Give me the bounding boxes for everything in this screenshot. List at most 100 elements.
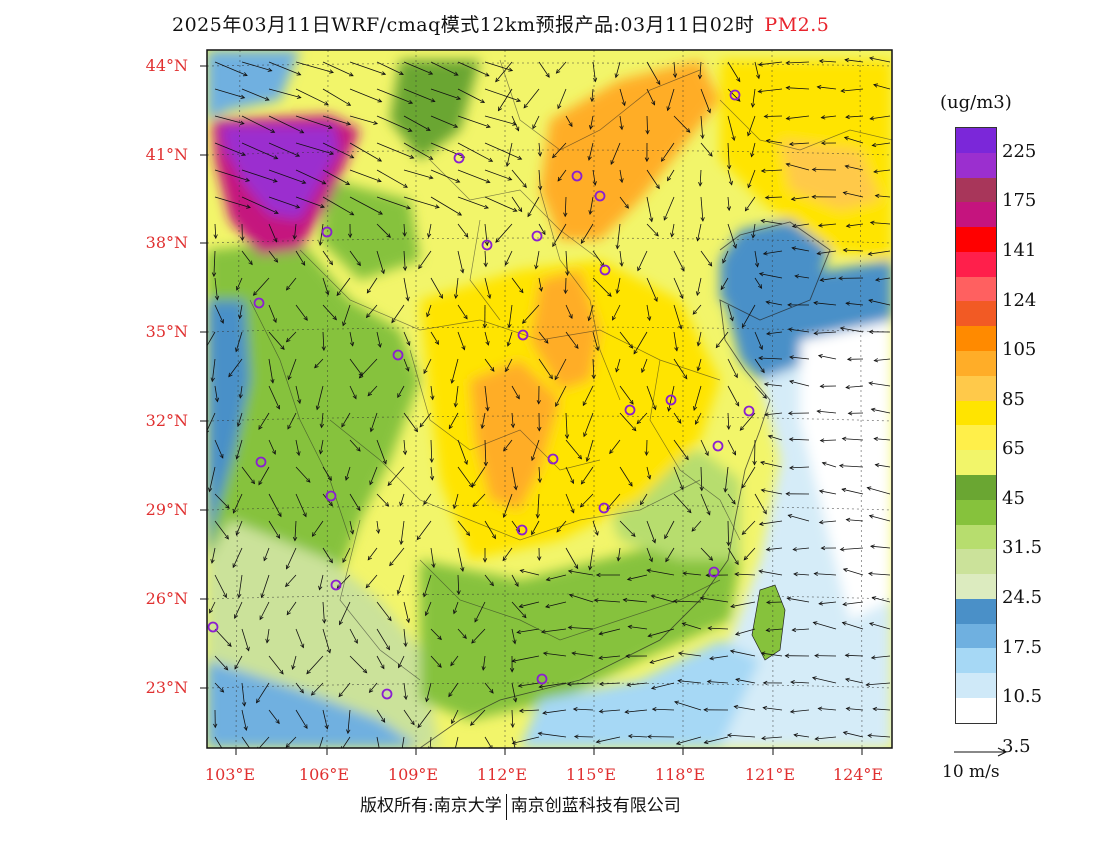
- wind-arrow-head: [472, 502, 478, 508]
- map-frame: [206, 49, 893, 749]
- wind-arrow-head: [324, 101, 329, 106]
- wind-arrow: [727, 412, 730, 430]
- wind-arrow: [498, 88, 513, 111]
- wind-arrow: [457, 547, 464, 572]
- wind-arrow: [214, 196, 251, 208]
- wind-arrow: [722, 250, 729, 264]
- wind-arrow: [541, 628, 567, 633]
- wind-arrow-head: [485, 341, 490, 346]
- wind-arrow: [457, 196, 489, 209]
- wind-arrow-head: [207, 430, 210, 433]
- wind-arrow-head: [567, 569, 573, 574]
- wind-arrow-head: [303, 724, 308, 730]
- wind-arrow: [345, 466, 351, 481]
- wind-arrow: [619, 385, 634, 405]
- wind-arrow: [214, 88, 245, 99]
- wind-arrow-head: [628, 481, 633, 487]
- wind-arrow-head: [538, 287, 543, 292]
- wind-arrow-head: [758, 272, 764, 277]
- wind-arrow: [592, 520, 599, 536]
- wind-arrow: [673, 304, 682, 329]
- lon-label: 121°E: [744, 765, 796, 784]
- wind-arrow: [214, 385, 218, 402]
- wind-arrow-head: [482, 323, 488, 329]
- wind-arrow-head: [224, 754, 227, 758]
- city-marker: [547, 453, 559, 465]
- title-pollutant: PM2.5: [764, 14, 830, 36]
- wind-arrow: [403, 331, 410, 346]
- wind-arrow: [628, 626, 648, 630]
- wind-arrow: [295, 628, 304, 648]
- wind-arrow-head: [637, 266, 642, 272]
- wind-arrow: [349, 358, 363, 377]
- wind-arrow: [268, 709, 280, 724]
- wind-arrow: [720, 277, 729, 290]
- wind-arrow: [766, 331, 783, 335]
- wind-arrow: [715, 331, 729, 348]
- wind-arrow-head: [463, 314, 468, 320]
- lon-label: 106°E: [298, 765, 350, 784]
- wind-arrow-head: [329, 69, 334, 74]
- wind-arrow-head: [674, 346, 679, 352]
- wind-arrow-head: [272, 178, 278, 183]
- wind-arrow: [565, 466, 574, 484]
- wind-arrow: [403, 709, 415, 725]
- wind-arrow-head: [785, 491, 790, 497]
- wind-arrow: [338, 682, 351, 697]
- wind-arrow-head: [532, 124, 537, 130]
- wind-arrow-head: [844, 58, 850, 63]
- wind-arrow-head: [792, 547, 798, 552]
- wind-arrow: [268, 169, 306, 184]
- wind-arrow-head: [315, 755, 318, 759]
- wind-arrow: [376, 709, 386, 723]
- wind-arrow: [704, 736, 729, 744]
- wind-arrow-head: [871, 596, 877, 601]
- wind-arrow: [625, 709, 648, 713]
- wind-arrow: [574, 736, 594, 738]
- wind-arrow-head: [399, 501, 404, 507]
- wind-arrow: [268, 304, 277, 323]
- wind-arrow-head: [844, 164, 850, 169]
- wind-arrow-head: [302, 512, 307, 518]
- wind-arrow: [707, 681, 729, 684]
- northwest-purple-zone: [220, 125, 340, 220]
- wind-arrow-head: [555, 402, 560, 408]
- wind-arrow: [259, 601, 270, 620]
- wind-arrow-head: [502, 513, 507, 519]
- wind-arrow-head: [384, 502, 390, 507]
- wind-arrow: [845, 59, 864, 63]
- title-main: 2025年03月11日WRF/cmaq模式12km预报产品:03月11日02时: [172, 14, 755, 36]
- wind-arrow: [349, 61, 386, 75]
- wind-arrow: [842, 488, 864, 495]
- wind-arrow: [455, 736, 459, 748]
- wind-arrow: [766, 601, 783, 603]
- wind-arrow: [258, 736, 270, 748]
- wind-arrow: [457, 115, 491, 128]
- wind-arrow-head: [506, 341, 511, 347]
- wind-arrow-head: [296, 94, 302, 99]
- wind-arrow: [342, 547, 351, 563]
- wind-arrow-head: [346, 101, 352, 106]
- wind-arrow-head: [726, 733, 732, 738]
- wind-arrow: [573, 708, 594, 711]
- wind-arrow-head: [736, 77, 741, 83]
- wind-arrow: [484, 250, 487, 267]
- wind-arrow-head: [327, 476, 332, 481]
- wind-arrow: [790, 709, 810, 713]
- wind-arrow-head: [839, 547, 845, 552]
- wind-arrow-head: [301, 179, 307, 184]
- wind-arrow: [423, 574, 432, 597]
- wind-arrow-head: [762, 680, 768, 686]
- wind-arrow-head: [376, 178, 382, 183]
- wind-arrow-head: [820, 115, 826, 120]
- wind-arrow-head: [757, 89, 763, 94]
- wind-arrow-head: [258, 425, 263, 430]
- wind-arrow-head: [695, 291, 701, 297]
- wind-arrow-head: [869, 56, 874, 61]
- wind-arrow-head: [429, 475, 435, 481]
- wind-arrow-head: [460, 268, 465, 274]
- wind-arrow: [403, 142, 433, 160]
- wind-arrow-head: [595, 346, 600, 352]
- wind-arrow: [872, 597, 891, 603]
- wind-arrow: [789, 380, 810, 387]
